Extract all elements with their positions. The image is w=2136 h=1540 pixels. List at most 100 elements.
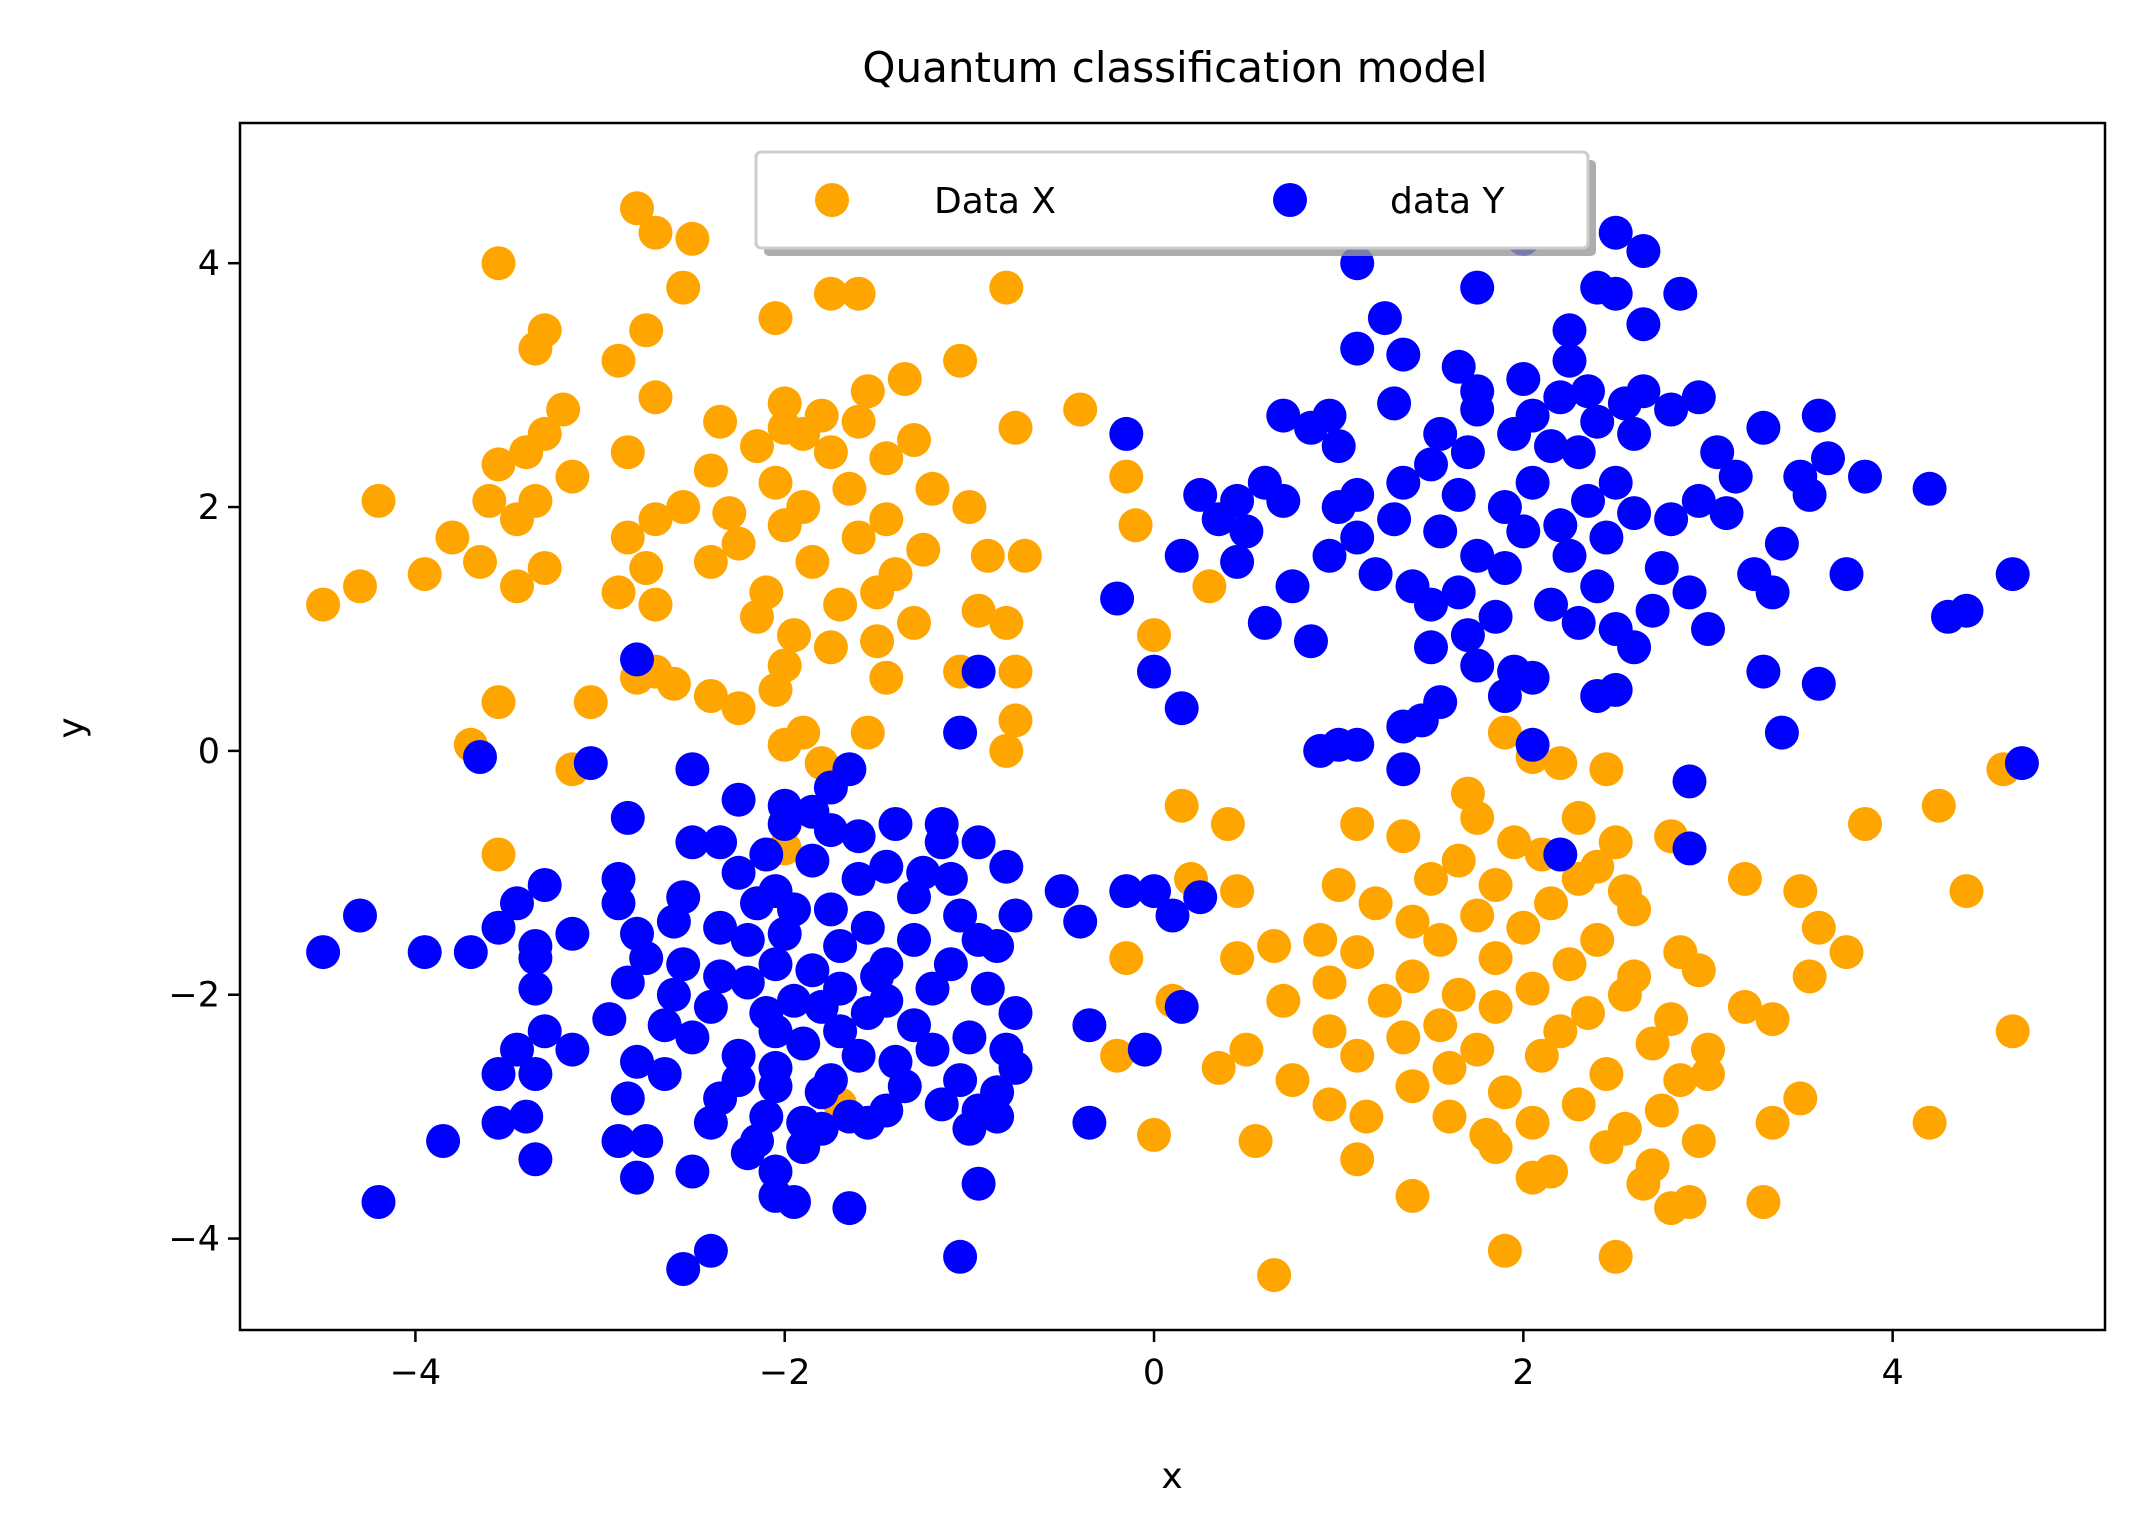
data-point — [647, 1057, 682, 1091]
data-point — [1275, 569, 1310, 604]
data-point — [1238, 1124, 1273, 1158]
data-point — [1783, 1081, 1818, 1116]
data-point — [1137, 618, 1171, 653]
data-point — [795, 544, 830, 579]
legend-box — [754, 150, 1590, 250]
data-point — [1589, 1057, 1624, 1091]
data-point — [1764, 715, 1799, 750]
data-point — [897, 1008, 931, 1043]
plot-area-frame — [238, 121, 2107, 1332]
data-point — [869, 660, 904, 695]
data-point — [1681, 483, 1716, 518]
data-point — [1109, 874, 1144, 909]
data-point — [869, 441, 904, 476]
data-point — [675, 1154, 710, 1189]
data-point — [1164, 538, 1199, 573]
data-point — [915, 971, 950, 1006]
data-point — [1367, 301, 1402, 336]
data-point — [361, 483, 396, 518]
data-point — [1257, 1258, 1292, 1293]
data-point — [758, 465, 793, 500]
data-point — [1755, 1002, 1790, 1037]
data-point — [1663, 276, 1698, 311]
data-point — [989, 733, 1024, 768]
data-point — [693, 453, 728, 488]
data-point — [860, 575, 895, 610]
data-point — [1995, 1014, 2030, 1049]
data-point — [666, 270, 701, 305]
data-point — [601, 861, 636, 896]
data-point — [952, 490, 987, 524]
data-point — [1478, 989, 1513, 1024]
y-tick-label: −4 — [168, 1220, 220, 1260]
data-point — [1487, 715, 1522, 750]
data-point — [740, 429, 774, 464]
y-tick-label: 0 — [198, 732, 220, 772]
data-point — [767, 386, 802, 421]
data-point — [1441, 477, 1476, 512]
data-point — [601, 886, 636, 921]
data-point — [933, 947, 968, 982]
data-point — [1848, 459, 1882, 494]
data-point — [1543, 1014, 1578, 1049]
data-point — [343, 898, 377, 933]
data-point — [1441, 977, 1476, 1012]
data-point — [1654, 502, 1689, 537]
data-point — [841, 861, 876, 896]
data-point — [1571, 374, 1605, 409]
data-point — [1589, 520, 1624, 555]
data-point — [1386, 337, 1421, 372]
data-point — [1755, 575, 1790, 610]
data-point — [1450, 435, 1485, 470]
data-point — [1552, 538, 1587, 573]
data-point — [1580, 679, 1615, 713]
data-point — [1552, 947, 1587, 982]
data-point — [1561, 800, 1596, 835]
data-point — [1644, 551, 1679, 585]
data-point — [481, 837, 516, 872]
data-point — [998, 1050, 1033, 1085]
data-point — [795, 953, 830, 988]
data-point — [897, 423, 931, 457]
data-point — [1395, 959, 1430, 994]
series-0 — [306, 191, 2030, 1293]
data-point — [1727, 989, 1762, 1024]
data-point — [749, 837, 784, 872]
data-point — [1598, 465, 1633, 500]
data-point — [1487, 1233, 1522, 1268]
data-point — [1432, 1099, 1467, 1134]
data-point — [767, 508, 802, 543]
data-point — [1321, 868, 1356, 902]
data-point — [730, 1136, 765, 1171]
data-point — [1220, 874, 1255, 909]
data-point — [758, 1014, 793, 1049]
legend-label-data-x: Data X — [934, 181, 1056, 222]
y-tick-label: −2 — [168, 976, 220, 1016]
data-point — [638, 587, 673, 622]
data-point — [887, 362, 922, 396]
data-point — [980, 929, 1015, 963]
data-point — [1764, 526, 1799, 561]
legend-swatch-data-x — [815, 183, 849, 217]
data-point — [1395, 1178, 1430, 1213]
data-point — [915, 1032, 950, 1067]
data-point — [703, 959, 738, 994]
data-point — [786, 416, 821, 451]
data-point — [1377, 386, 1412, 421]
data-point — [638, 380, 673, 415]
data-point — [767, 807, 802, 841]
data-point — [1127, 1032, 1162, 1067]
data-point — [1598, 215, 1633, 250]
data-point — [1580, 922, 1615, 957]
data-point — [1460, 270, 1495, 305]
data-point — [980, 1099, 1015, 1134]
series-1 — [306, 215, 2039, 1286]
data-point — [841, 819, 876, 854]
data-point — [897, 880, 931, 915]
data-point — [1672, 575, 1707, 610]
data-point — [1340, 1142, 1375, 1177]
data-point — [1921, 788, 1956, 823]
data-point — [1617, 630, 1652, 665]
data-point — [758, 1069, 793, 1104]
data-point — [1386, 819, 1421, 854]
